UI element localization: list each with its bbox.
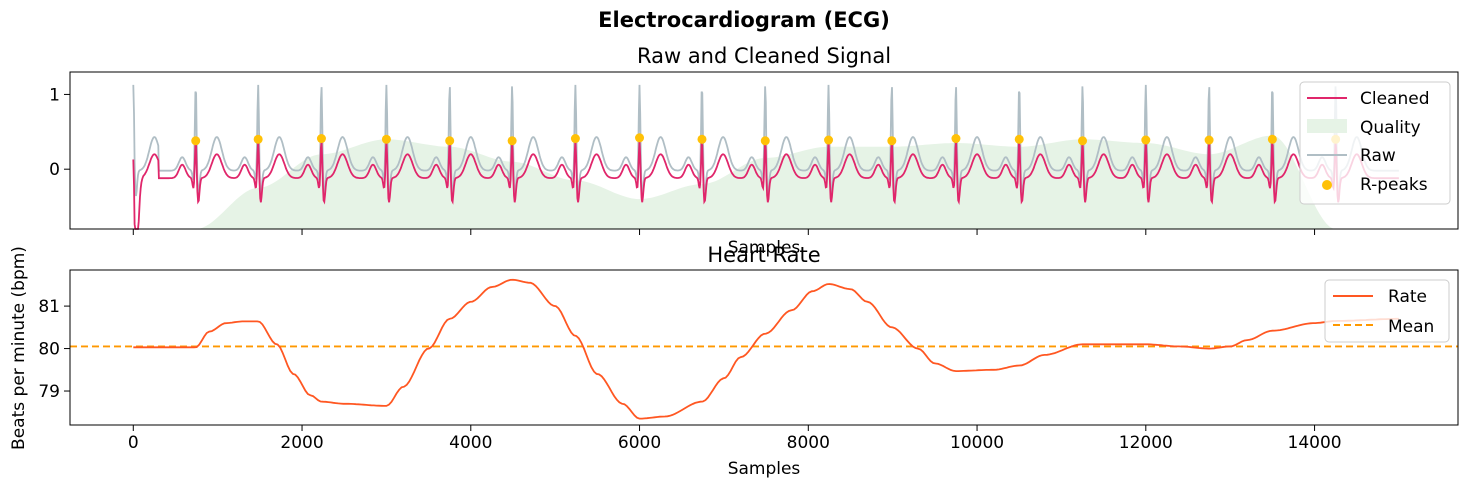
r-peak-point [507, 136, 517, 146]
cleaned-signal-line [132, 140, 1399, 230]
signal-panel-xticks [132, 229, 1316, 235]
heart-rate-panel-xlabel: Samples [728, 459, 801, 479]
r-peak-point [1014, 134, 1024, 144]
heart-rate-xtick-label: 10000 [950, 433, 1004, 453]
heart-rate-xtick-label: 8000 [787, 433, 830, 453]
r-peak-point [635, 133, 645, 143]
raw-signal-line [132, 84, 1399, 197]
legend-raw-label: Raw [1360, 146, 1396, 166]
r-peak-point [1204, 135, 1214, 145]
signal-ytick-label: 0 [49, 160, 60, 180]
legend-quality-swatch [1307, 119, 1347, 133]
heart-rate-xtick-label: 2000 [280, 433, 323, 453]
r-peak-point [697, 134, 707, 144]
quality-area [195, 135, 1336, 229]
legend-rpeaks-label: R-peaks [1360, 175, 1428, 195]
heart-rate-ytick-label: 81 [38, 297, 60, 317]
rate-line-path [133, 278, 1399, 420]
r-peak-point [445, 136, 455, 146]
heart-rate-panel-title: Heart Rate [707, 243, 820, 267]
heart-rate-xtick-label: 12000 [1119, 433, 1173, 453]
rate-line [133, 278, 1399, 420]
heart-rate-xtick-label: 6000 [618, 433, 661, 453]
raw-signal-path [132, 84, 1399, 197]
heart-rate-xtick-label: 4000 [449, 433, 492, 453]
heart-rate-ytick-label: 80 [38, 340, 60, 360]
r-peak-point [824, 135, 834, 145]
signal-panel-frame [69, 71, 1459, 230]
r-peak-point [570, 134, 580, 144]
legend-quality-label: Quality [1360, 118, 1421, 138]
signal-panel: Raw and Cleaned Signal 01 Samples Cleane… [49, 44, 1459, 258]
legend-cleaned-label: Cleaned [1360, 89, 1430, 109]
r-peak-point [951, 134, 961, 144]
r-peak-point [1141, 135, 1151, 145]
heart-rate-panel: Heart Rate 0 2000 4000 6000 8000 10000 12000 14… [9, 243, 1459, 479]
heart-rate-panel-frame [69, 269, 1459, 426]
legend-mean-label: Mean [1388, 317, 1434, 337]
quality-area-shape [195, 135, 1336, 229]
signal-panel-xlabel: Samples [728, 238, 801, 258]
legend-rate-label: Rate [1388, 287, 1427, 307]
heart-rate-ytick-label: 79 [38, 382, 60, 402]
heart-rate-legend: Rate Mean [1324, 279, 1450, 343]
heart-rate-panel-yticks: 79 80 81 [38, 297, 70, 402]
r-peak-point [1267, 134, 1277, 144]
signal-legend: Cleaned Quality Raw R-peaks [1299, 81, 1451, 205]
r-peak-point [191, 136, 201, 146]
signal-legend-box [1299, 81, 1451, 205]
r-peak-point [887, 136, 897, 146]
r-peaks-markers [191, 133, 1341, 146]
signal-panel-yticks: 01 [49, 85, 70, 180]
r-peak-point [381, 134, 391, 144]
heart-rate-panel-ylabel: Beats per minute (bpm) [9, 246, 29, 450]
r-peak-point [1078, 136, 1088, 146]
r-peak-point [760, 136, 770, 146]
heart-rate-panel-xticks: 0 2000 4000 6000 8000 10000 12000 14000 [128, 425, 1342, 453]
figure-suptitle: Electrocardiogram (ECG) [598, 8, 890, 32]
r-peak-point [253, 134, 263, 144]
heart-rate-xtick-label: 14000 [1288, 433, 1342, 453]
cleaned-signal-path [132, 140, 1399, 230]
r-peak-point [316, 134, 326, 144]
signal-ytick-label: 1 [49, 85, 60, 105]
legend-rpeaks-swatch [1322, 180, 1332, 190]
signal-panel-title: Raw and Cleaned Signal [637, 44, 891, 68]
heart-rate-xtick-label: 0 [128, 433, 139, 453]
